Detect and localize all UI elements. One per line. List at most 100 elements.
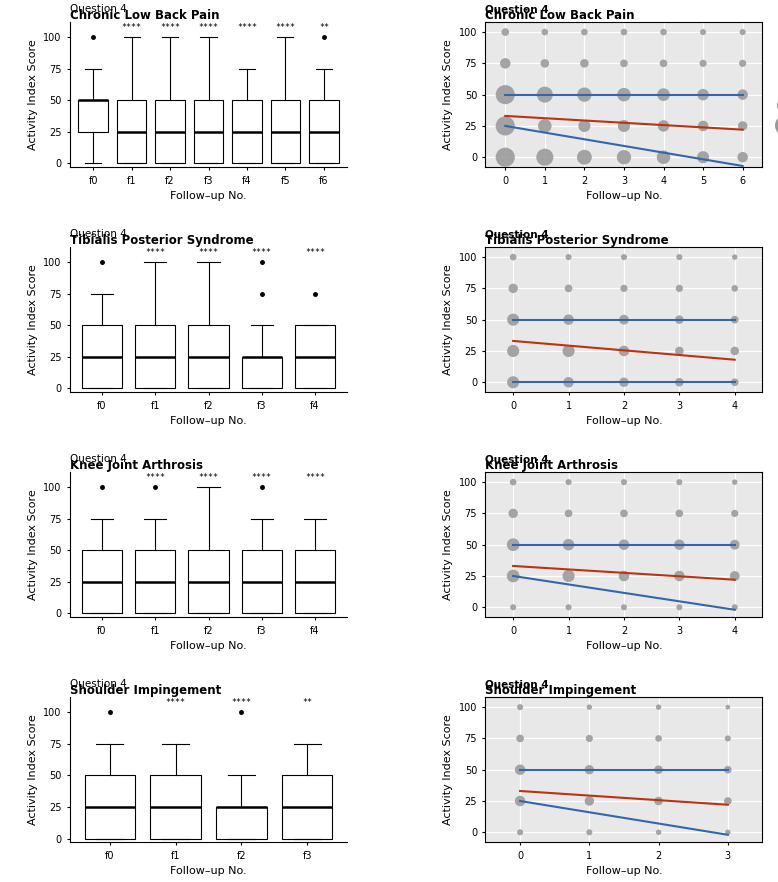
Point: [728, 344, 741, 358]
Bar: [156, 101, 184, 163]
Text: ****: ****: [232, 699, 251, 707]
Legend: 50, 100, 150: 50, 100, 150: [773, 731, 778, 808]
Bar: [85, 775, 135, 839]
Bar: [79, 101, 107, 132]
Point: [583, 700, 595, 714]
Point: [507, 250, 520, 264]
Point: [618, 281, 630, 295]
X-axis label: Follow–up No.: Follow–up No.: [170, 191, 247, 201]
Point: [728, 312, 741, 326]
Point: [673, 601, 685, 615]
Point: [507, 475, 520, 490]
Point: [499, 25, 511, 39]
Y-axis label: Activity Index Score: Activity Index Score: [28, 490, 38, 600]
Point: [721, 794, 734, 808]
Point: [657, 25, 670, 39]
Bar: [117, 101, 146, 163]
Point: [728, 601, 741, 615]
Bar: [188, 325, 229, 388]
Bar: [82, 325, 122, 388]
Point: [673, 569, 685, 583]
Point: [673, 312, 685, 326]
Point: [507, 375, 520, 389]
Point: [618, 150, 630, 164]
Point: [737, 25, 749, 39]
Point: [507, 569, 520, 583]
Point: [513, 826, 526, 840]
Text: Chronic Low Back Pain: Chronic Low Back Pain: [485, 9, 635, 22]
Text: Shoulder Impingement: Shoulder Impingement: [485, 684, 636, 697]
Text: Tibialis Posterior Syndrome: Tibialis Posterior Syndrome: [485, 234, 669, 247]
Point: [538, 87, 551, 101]
Point: [562, 538, 575, 552]
Point: [562, 281, 575, 295]
Text: ****: ****: [198, 248, 219, 258]
Point: [657, 119, 670, 133]
Point: [578, 150, 591, 164]
Point: [507, 601, 520, 615]
Point: [673, 475, 685, 490]
Point: [737, 150, 749, 164]
Point: [721, 763, 734, 777]
Point: [728, 506, 741, 520]
Bar: [310, 101, 338, 163]
Point: [652, 826, 664, 840]
Point: [562, 375, 575, 389]
Point: [721, 731, 734, 745]
Point: [578, 119, 591, 133]
Point: [507, 312, 520, 326]
Bar: [282, 775, 332, 839]
Point: [513, 731, 526, 745]
Point: [507, 538, 520, 552]
Point: [499, 87, 511, 101]
Legend: 50, 100, 150, 200, 250: 50, 100, 150, 200, 250: [773, 487, 778, 603]
Point: [728, 281, 741, 295]
Bar: [216, 807, 267, 839]
Point: [657, 56, 670, 71]
Point: [618, 375, 630, 389]
Y-axis label: Activity Index Score: Activity Index Score: [28, 40, 38, 150]
Bar: [150, 775, 201, 839]
Text: **: **: [319, 23, 329, 32]
Point: [538, 25, 551, 39]
Text: ****: ****: [198, 23, 219, 32]
Text: **: **: [303, 699, 313, 707]
Point: [673, 281, 685, 295]
Point: [673, 506, 685, 520]
Text: Chronic Low Back Pain: Chronic Low Back Pain: [70, 9, 219, 22]
Text: Question 4: Question 4: [70, 454, 127, 464]
Text: ****: ****: [305, 248, 325, 258]
Point: [737, 56, 749, 71]
Text: ****: ****: [145, 474, 165, 482]
Point: [728, 475, 741, 490]
Text: ****: ****: [252, 248, 272, 258]
Text: Question 4: Question 4: [70, 4, 127, 14]
Point: [578, 87, 591, 101]
Point: [513, 794, 526, 808]
Point: [618, 506, 630, 520]
Point: [652, 794, 664, 808]
Legend: 200, 400, 600: 200, 400, 600: [773, 56, 778, 133]
Bar: [241, 550, 282, 614]
Point: [657, 87, 670, 101]
Point: [721, 826, 734, 840]
Bar: [241, 357, 282, 388]
Point: [697, 87, 710, 101]
Y-axis label: Activity Index Score: Activity Index Score: [28, 714, 38, 825]
Y-axis label: Activity Index Score: Activity Index Score: [443, 40, 454, 150]
X-axis label: Follow–up No.: Follow–up No.: [586, 866, 662, 876]
Point: [499, 150, 511, 164]
Point: [618, 344, 630, 358]
Point: [538, 119, 551, 133]
Point: [562, 475, 575, 490]
Text: ****: ****: [145, 248, 165, 258]
Point: [618, 87, 630, 101]
Bar: [82, 550, 122, 614]
X-axis label: Follow–up No.: Follow–up No.: [586, 191, 662, 201]
X-axis label: Follow–up No.: Follow–up No.: [586, 641, 662, 651]
X-axis label: Follow–up No.: Follow–up No.: [170, 641, 247, 651]
Point: [538, 56, 551, 71]
Point: [618, 312, 630, 326]
Legend: 100, 200: 100, 200: [773, 291, 778, 348]
Point: [673, 538, 685, 552]
